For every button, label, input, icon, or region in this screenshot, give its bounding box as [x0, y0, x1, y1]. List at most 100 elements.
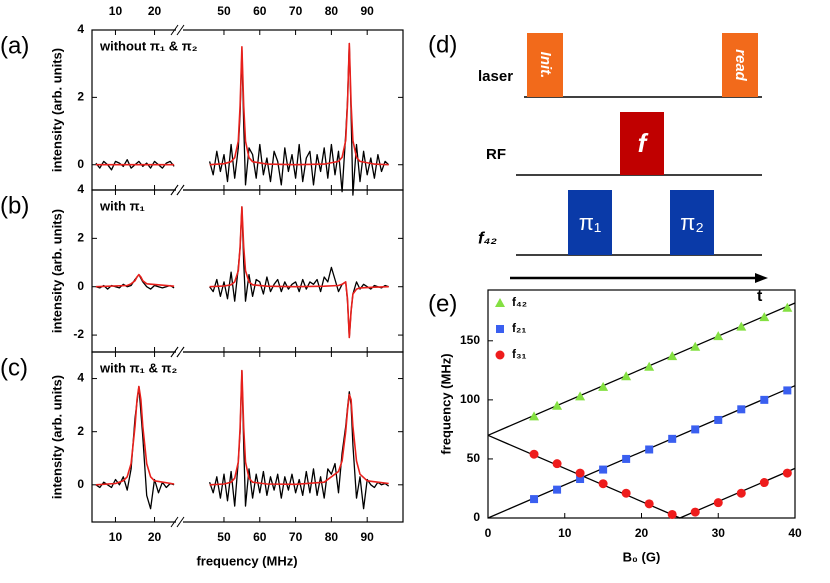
x-tick-label: 20: [148, 4, 162, 18]
axis-break-mark: [176, 184, 185, 196]
annotation: with π₁ & π₂: [99, 360, 178, 375]
marker: [667, 509, 677, 519]
y-tick-label: 2: [77, 231, 84, 245]
x-tick-label: 10: [109, 530, 123, 544]
y-tick-label: 0: [77, 477, 84, 491]
legend-label: f₂₁: [512, 321, 526, 335]
pulse-label: π₂: [680, 210, 704, 235]
marker: [690, 507, 700, 517]
marker: [667, 351, 678, 361]
marker: [736, 321, 747, 331]
y-tick-label: 4: [77, 182, 84, 196]
axis-break: [176, 350, 183, 354]
legend-marker: [496, 325, 504, 333]
marker: [644, 499, 654, 509]
fit-line: [487, 434, 796, 519]
axis-break-mark: [176, 346, 185, 358]
marker: [737, 405, 746, 414]
legend-marker: [495, 298, 505, 307]
marker: [736, 488, 746, 498]
marker: [529, 449, 539, 459]
x-tick-label: 90: [361, 530, 375, 544]
x-tick-label: 80: [325, 530, 339, 544]
axis-break: [176, 520, 183, 524]
x-tick-label: 10: [109, 4, 123, 18]
marker: [782, 468, 792, 478]
x-tick-label: 70: [289, 530, 303, 544]
x-tick-label: 20: [148, 530, 162, 544]
marker: [668, 434, 677, 443]
y-tick-label: -2: [73, 327, 84, 341]
axis-break-mark: [170, 516, 179, 528]
pulse-diagram: (d) laser RF f₄₂ Init. read f π₁ π₂ t: [428, 31, 768, 305]
row-label: f₄₂: [478, 228, 497, 247]
marker: [552, 400, 563, 410]
marker: [529, 411, 540, 421]
panel-label: (c): [0, 354, 28, 381]
series-line: [95, 369, 389, 486]
x-tick-label: 50: [217, 530, 231, 544]
y-axis-label: intensity (arb. units): [49, 48, 64, 172]
plot-frame: [487, 289, 796, 519]
legend-marker: [495, 350, 505, 360]
x-tick-label: 60: [253, 4, 267, 18]
y-tick-label: 0: [473, 510, 480, 524]
marker: [782, 302, 793, 312]
plot-frame: [91, 189, 404, 353]
marker: [575, 391, 586, 401]
series-line: [95, 206, 389, 339]
marker: [760, 395, 769, 404]
pulse: [568, 190, 612, 255]
annotation: with π₁: [99, 198, 145, 213]
y-tick-label: 0: [77, 279, 84, 293]
pulse: [722, 33, 758, 97]
x-tick-label: 0: [485, 526, 492, 540]
y-tick-label: 2: [77, 424, 84, 438]
legend-label: f₄₂: [512, 295, 527, 309]
y-tick-label: 4: [77, 371, 84, 385]
pulse-label: read: [732, 49, 749, 82]
row-label: RF: [486, 146, 506, 163]
panel-label: (b): [0, 192, 29, 219]
marker: [622, 454, 631, 463]
plot-frame: [91, 351, 404, 523]
marker: [598, 381, 609, 391]
axis-break-mark: [176, 24, 185, 36]
pulse: [620, 112, 664, 175]
marker: [691, 425, 700, 434]
pulse: [670, 190, 714, 255]
marker: [713, 498, 723, 508]
x-axis-label: frequency (MHz): [196, 553, 297, 568]
y-tick-label: 2: [77, 90, 84, 104]
marker: [714, 415, 723, 424]
marker: [621, 488, 631, 498]
axis-break: [176, 28, 183, 32]
y-axis-label: intensity (arb. units): [49, 209, 64, 333]
axis-break: [176, 188, 183, 192]
marker: [690, 341, 701, 351]
legend-label: f₃₁: [512, 347, 527, 361]
x-tick-label: 60: [253, 530, 267, 544]
series-line: [95, 42, 389, 166]
y-tick-label: 50: [467, 451, 481, 465]
axis-break-mark: [176, 516, 185, 528]
x-tick-label: 30: [712, 526, 726, 540]
marker: [645, 445, 654, 454]
axis-break-mark: [170, 184, 179, 196]
y-tick-label: 4: [77, 22, 84, 36]
pulse-label: f: [638, 128, 649, 158]
y-tick-label: 150: [460, 333, 480, 347]
panel-label: (e): [428, 290, 457, 317]
marker: [552, 459, 562, 469]
marker: [598, 479, 608, 489]
pulse-label: Init.: [537, 52, 554, 79]
marker: [644, 361, 655, 371]
axis-break-mark: [170, 24, 179, 36]
x-tick-label: 10: [558, 526, 572, 540]
marker: [759, 478, 769, 488]
x-axis-label: B₀ (G): [623, 549, 661, 564]
row-label: laser: [478, 68, 513, 85]
arrow-head: [755, 273, 768, 283]
time-label: t: [757, 288, 763, 305]
